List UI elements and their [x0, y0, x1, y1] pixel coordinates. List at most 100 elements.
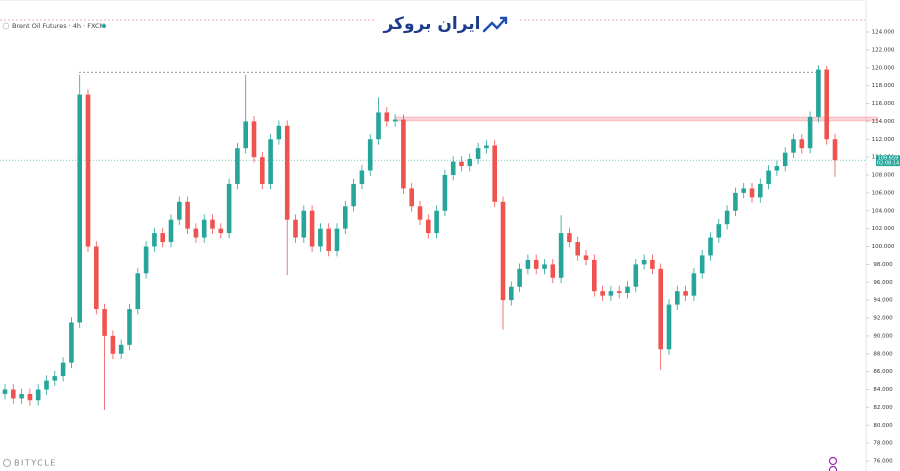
candle-body — [799, 139, 805, 149]
candle-body — [533, 259, 539, 269]
candle-body — [475, 148, 481, 159]
candle-body — [782, 152, 788, 167]
symbol-icon — [2, 22, 10, 30]
candle-body — [177, 201, 182, 220]
y-tick-label: 76.000 — [873, 459, 893, 465]
candle-body — [824, 69, 829, 140]
candle-body — [442, 175, 448, 211]
candle-body — [758, 183, 763, 198]
candle-body — [492, 145, 497, 202]
y-tick-label: 80.000 — [873, 423, 893, 429]
candle-body — [284, 125, 290, 220]
candle-body — [542, 264, 547, 269]
symbol-title: Brent Oil Futures · 4h · FXCM — [12, 22, 105, 30]
candle-body — [185, 201, 190, 229]
y-tick-label: 104.000 — [872, 208, 895, 214]
candle-body — [633, 264, 639, 287]
candle-body — [417, 206, 423, 220]
y-tick-label: 114.000 — [872, 119, 895, 125]
candle-body — [650, 259, 655, 269]
candle-body — [326, 228, 331, 251]
candle-body — [583, 255, 589, 260]
candle-body — [608, 291, 614, 296]
candle-body — [243, 121, 248, 149]
candle-body — [816, 69, 821, 117]
candle-body — [716, 224, 722, 238]
candle-body — [525, 259, 531, 269]
candle-body — [168, 219, 174, 243]
candle-body — [218, 228, 224, 234]
candle-body — [600, 291, 605, 296]
candle-body — [699, 255, 705, 274]
candle-body — [60, 362, 66, 377]
y-tick-label: 100.000 — [872, 244, 895, 250]
candle-body — [318, 228, 323, 247]
candle-body — [450, 161, 456, 175]
candle-body — [210, 219, 215, 229]
candle-body — [384, 112, 390, 122]
candle-body — [309, 210, 315, 247]
candle-body — [625, 286, 630, 293]
candle-body — [409, 188, 414, 207]
candle-body — [376, 112, 381, 140]
candle-body — [401, 119, 406, 189]
candle-body — [52, 376, 58, 381]
candle-body — [110, 335, 116, 354]
y-tick-label: 106.000 — [872, 190, 895, 196]
event-icon — [828, 465, 838, 471]
y-tick-label: 122.000 — [872, 47, 895, 53]
y-tick-label: 86.000 — [873, 369, 893, 375]
candle-body — [102, 309, 107, 336]
candle-body — [201, 219, 207, 238]
candle-body — [733, 192, 738, 211]
candle-body — [724, 210, 730, 225]
y-tick-label: 82.000 — [873, 405, 893, 411]
candle-body — [19, 393, 24, 399]
candle-body — [807, 116, 813, 149]
candle-body — [343, 206, 348, 229]
candle-body — [118, 344, 124, 354]
candle-body — [641, 259, 647, 265]
candle-body — [235, 148, 240, 184]
candle-body — [35, 389, 41, 401]
y-tick-label: 92.000 — [873, 316, 893, 322]
y-tick-label: 116.000 — [872, 101, 895, 107]
candle-body — [152, 233, 157, 247]
candle-body — [766, 170, 771, 184]
candle-body — [77, 94, 82, 323]
candle-body — [666, 304, 672, 350]
y-tick-label: 118.000 — [872, 83, 895, 89]
candle-body — [484, 145, 489, 149]
price-label: 109.659 — [878, 156, 899, 162]
y-tick-label: 94.000 — [873, 298, 893, 304]
event-icon — [828, 456, 838, 466]
logo-box — [376, 3, 518, 43]
candle-body — [683, 291, 688, 296]
candle-body — [467, 158, 473, 167]
candle-body — [193, 228, 199, 238]
candle-body — [2, 389, 8, 394]
candle-body — [27, 393, 33, 401]
y-tick-label: 108.000 — [872, 173, 895, 179]
watermark: BITYCLE — [14, 459, 57, 468]
candle-body — [143, 246, 149, 274]
y-tick-label: 96.000 — [873, 280, 893, 286]
candle-body — [94, 246, 99, 310]
candle-body — [226, 183, 232, 234]
candle-body — [550, 264, 556, 278]
candle-body — [567, 233, 572, 243]
candle-body — [367, 139, 373, 171]
y-tick-label: 102.000 — [872, 226, 895, 232]
candle-body — [509, 286, 514, 301]
candle-body — [351, 183, 356, 207]
candle-body — [691, 273, 697, 296]
candle-body — [251, 121, 257, 158]
logo-text: ایران بروکر — [382, 14, 480, 34]
candle-body — [774, 166, 780, 171]
candle-body — [791, 139, 796, 153]
candle-body — [301, 210, 307, 238]
countdown-label: 02:08:14 — [877, 161, 899, 167]
y-tick-label: 78.000 — [873, 441, 893, 447]
supply-zone — [394, 116, 879, 122]
candle-body — [268, 139, 273, 184]
